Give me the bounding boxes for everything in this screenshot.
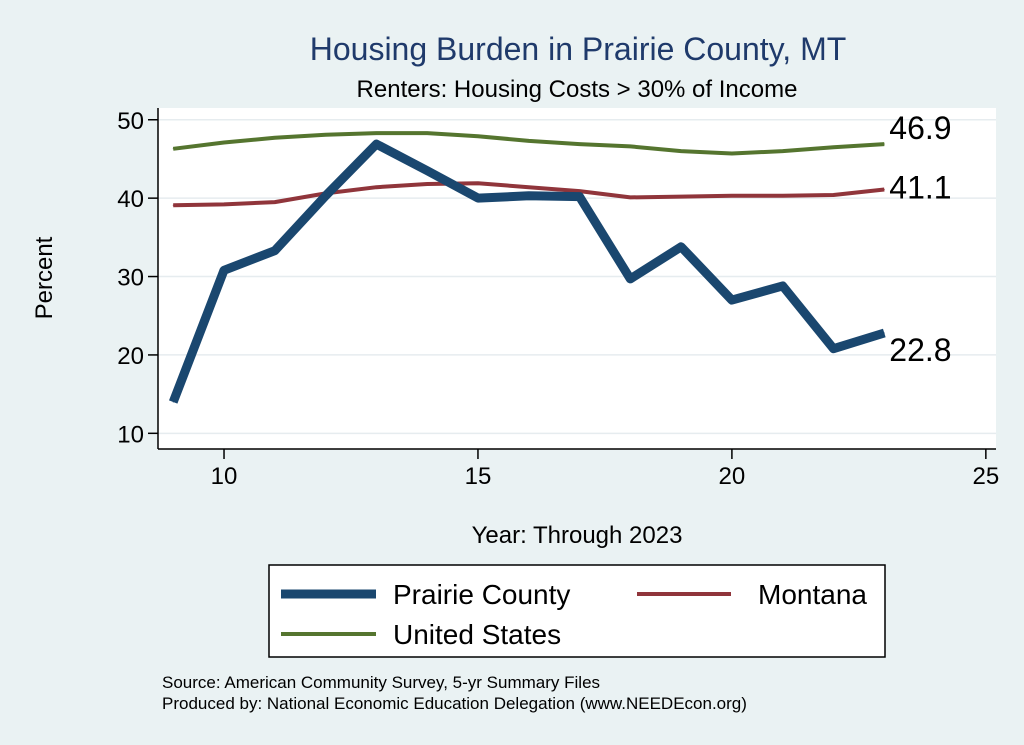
data-point bbox=[477, 135, 479, 137]
data-point bbox=[680, 246, 682, 248]
data-point bbox=[883, 143, 885, 145]
data-point bbox=[832, 146, 834, 148]
legend-box bbox=[268, 564, 886, 658]
x-tick-label: 15 bbox=[465, 463, 492, 490]
data-point bbox=[274, 201, 276, 203]
y-tick-label: 40 bbox=[117, 186, 144, 213]
data-point bbox=[731, 152, 733, 154]
data-point bbox=[325, 195, 327, 197]
data-point bbox=[680, 150, 682, 152]
data-point bbox=[629, 196, 631, 198]
data-point bbox=[629, 278, 631, 280]
data-point bbox=[782, 285, 784, 287]
y-tick-label: 20 bbox=[117, 343, 144, 370]
end-value-label: 41.1 bbox=[889, 170, 951, 206]
data-point bbox=[426, 183, 428, 185]
data-point bbox=[426, 170, 428, 172]
plot-area bbox=[158, 108, 996, 449]
data-point bbox=[223, 269, 225, 271]
end-value-label: 22.8 bbox=[889, 332, 951, 368]
data-point bbox=[731, 299, 733, 301]
data-point bbox=[172, 148, 174, 150]
y-tick-label: 10 bbox=[117, 421, 144, 448]
legend-label: Montana bbox=[758, 579, 867, 610]
data-point bbox=[832, 348, 834, 350]
legend-label: United States bbox=[393, 619, 561, 650]
x-tick-label: 25 bbox=[972, 463, 999, 490]
data-point bbox=[579, 196, 581, 198]
data-point bbox=[528, 186, 530, 188]
end-value-label: 46.9 bbox=[889, 110, 951, 146]
y-tick-label: 50 bbox=[117, 108, 144, 135]
x-axis-label: Year: Through 2023 bbox=[472, 522, 683, 549]
legend-label: Prairie County bbox=[393, 579, 570, 610]
data-point bbox=[579, 190, 581, 192]
end-labels: 22.8 41.1 46.9 bbox=[889, 110, 951, 368]
data-point bbox=[172, 204, 174, 206]
x-tick-label: 20 bbox=[719, 463, 746, 490]
data-point bbox=[223, 141, 225, 143]
legend: Prairie County Montana United States bbox=[281, 579, 867, 650]
data-point bbox=[375, 132, 377, 134]
data-point bbox=[528, 140, 530, 142]
y-axis-label: Percent bbox=[31, 236, 58, 319]
chart-title: Housing Burden in Prairie County, MT bbox=[310, 31, 847, 67]
data-point bbox=[375, 143, 377, 145]
x-ticks: 10 15 20 25 bbox=[211, 449, 999, 490]
data-point bbox=[782, 150, 784, 152]
data-point bbox=[477, 182, 479, 184]
data-point bbox=[274, 250, 276, 252]
data-point bbox=[680, 196, 682, 198]
data-point bbox=[477, 197, 479, 199]
data-point bbox=[375, 186, 377, 188]
data-point bbox=[426, 132, 428, 134]
data-point bbox=[731, 195, 733, 197]
y-ticks: 10 20 30 40 50 bbox=[117, 108, 158, 448]
producer-note: Produced by: National Economic Education… bbox=[162, 694, 747, 713]
data-point bbox=[325, 134, 327, 136]
y-tick-label: 30 bbox=[117, 265, 144, 292]
data-point bbox=[274, 137, 276, 139]
data-point bbox=[883, 189, 885, 191]
data-point bbox=[629, 145, 631, 147]
data-point bbox=[223, 203, 225, 205]
source-note: Source: American Community Survey, 5-yr … bbox=[162, 673, 600, 692]
data-point bbox=[528, 195, 530, 197]
data-point bbox=[883, 332, 885, 334]
data-point bbox=[579, 143, 581, 145]
data-point bbox=[782, 195, 784, 197]
x-tick-label: 10 bbox=[211, 463, 238, 490]
series-group bbox=[169, 131, 886, 404]
chart-subtitle: Renters: Housing Costs > 30% of Income bbox=[357, 76, 798, 103]
data-point bbox=[832, 194, 834, 196]
data-point bbox=[172, 401, 174, 403]
